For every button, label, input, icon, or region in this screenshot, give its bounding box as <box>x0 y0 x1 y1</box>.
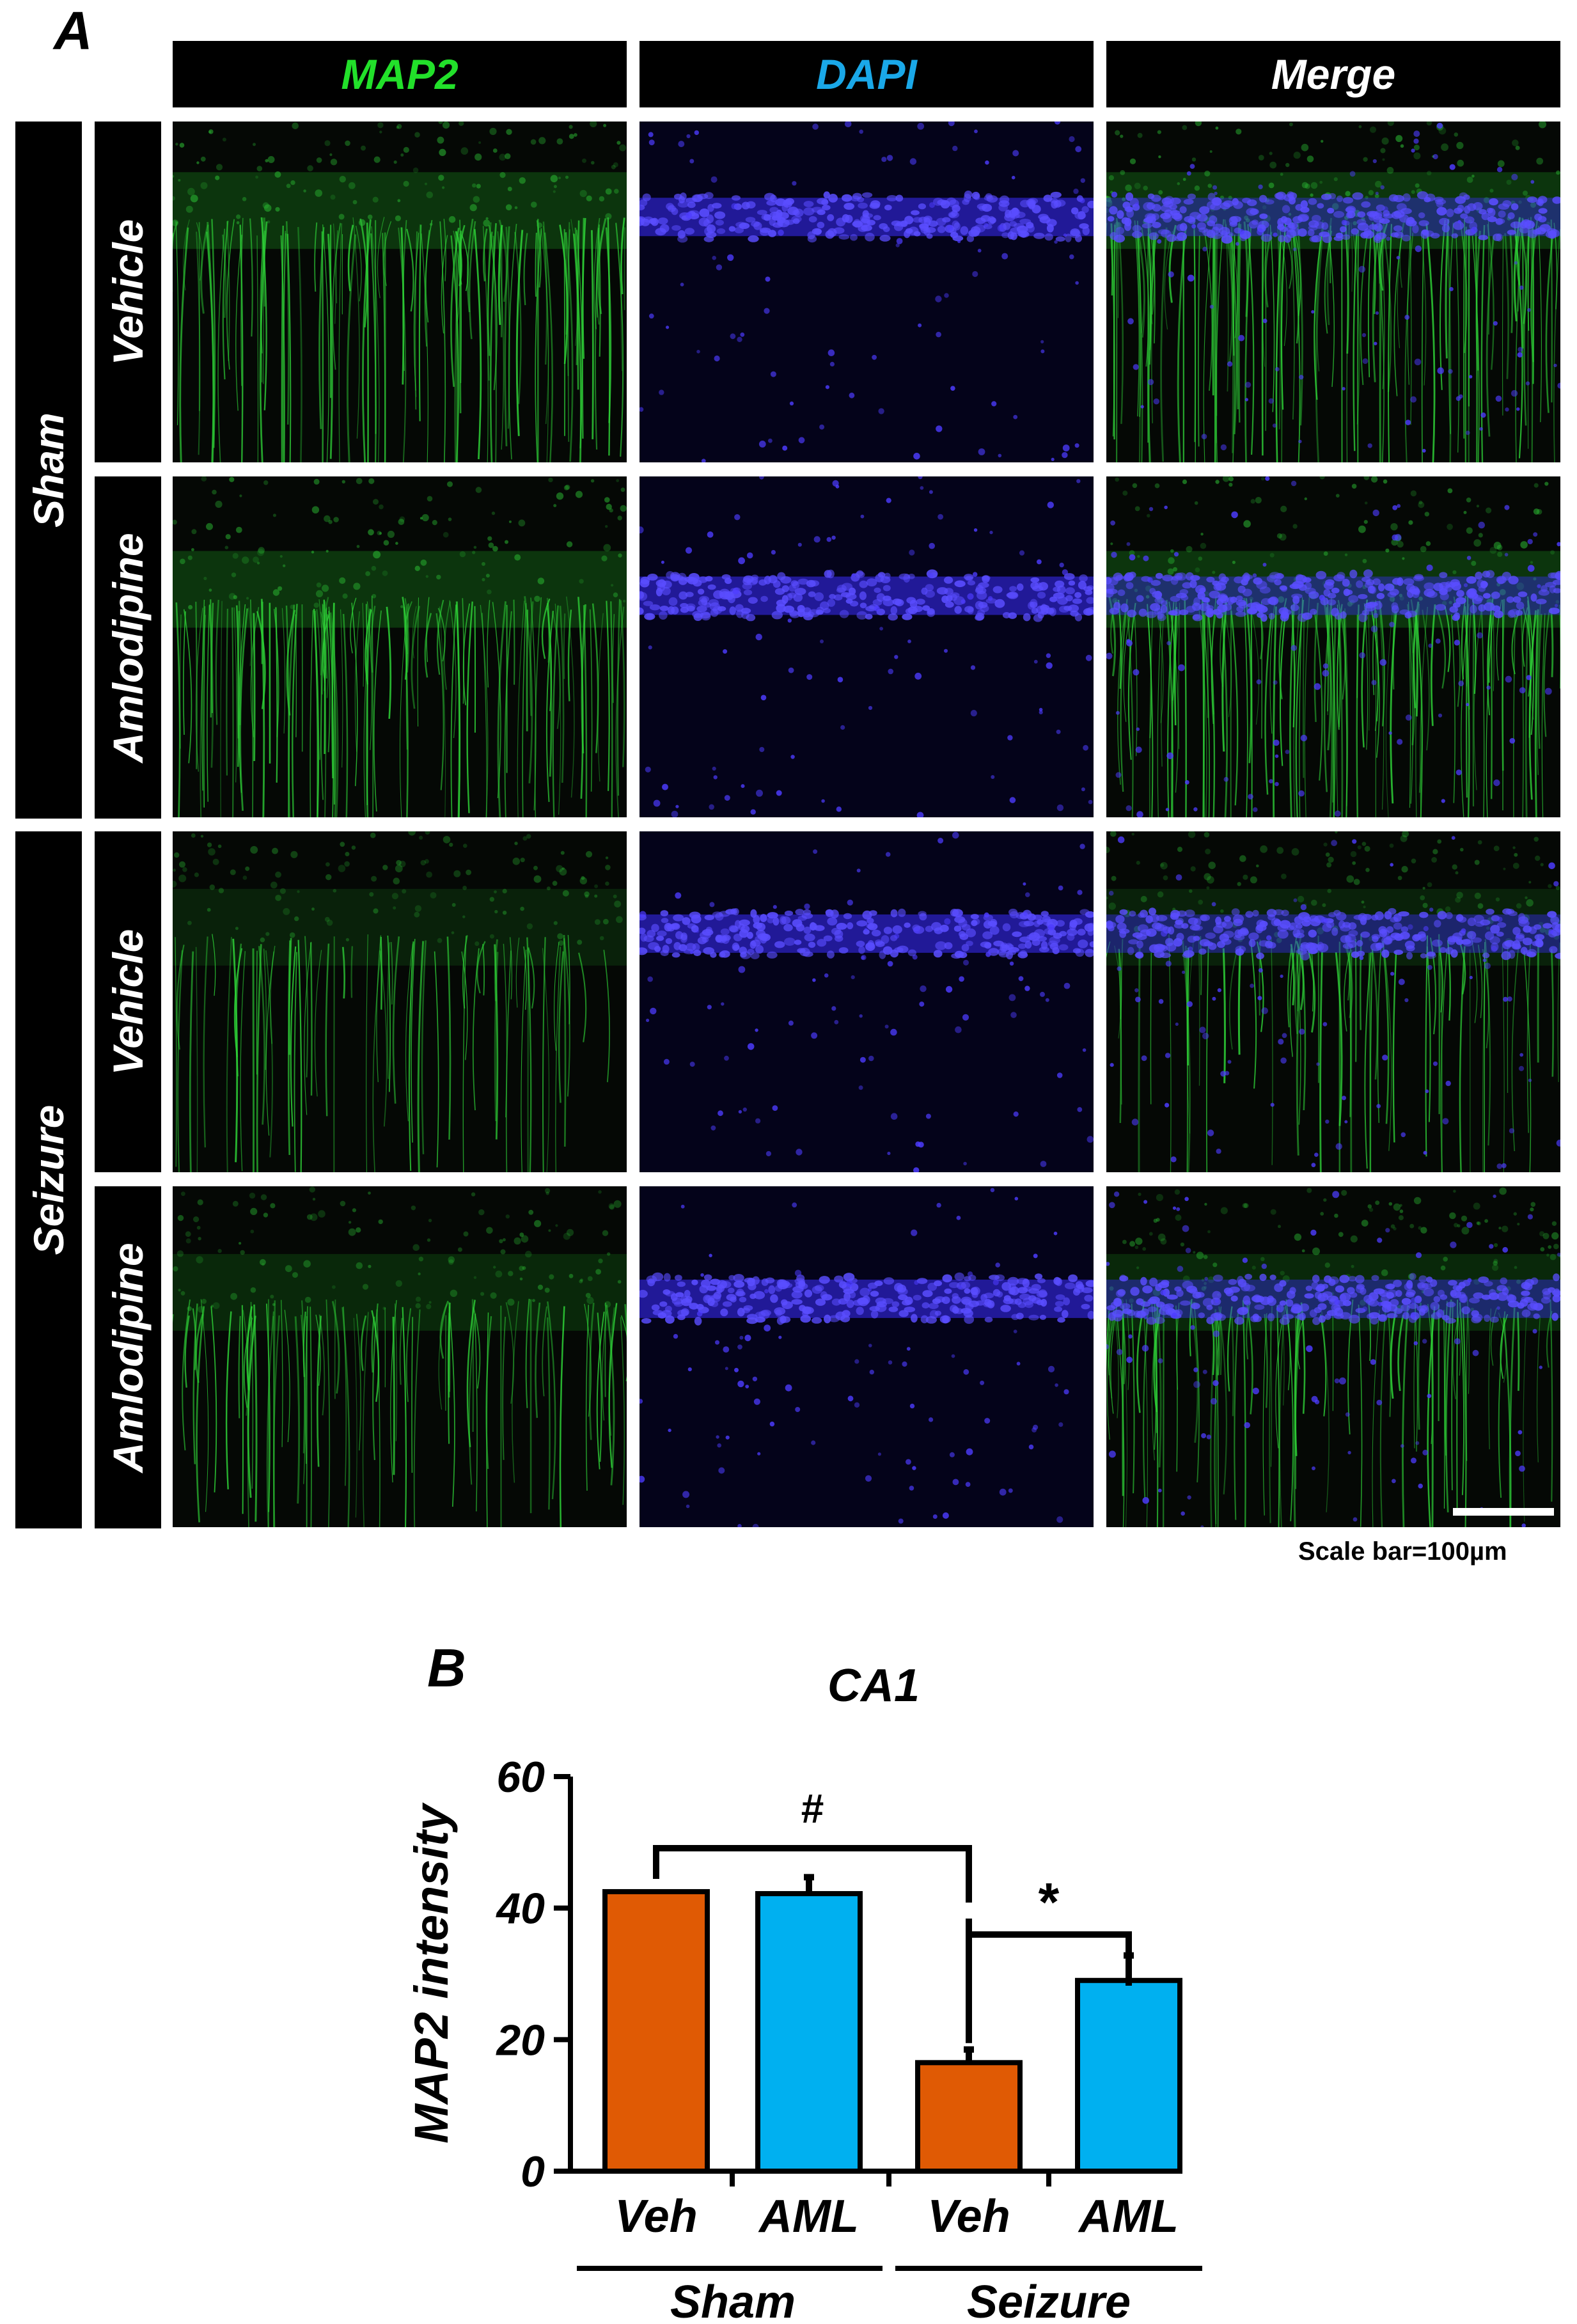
column-header-merge: Merge <box>1106 41 1560 107</box>
y-tick-label-0: 0 <box>521 2147 545 2196</box>
row-label-sham-vehicle: Vehicle <box>95 122 161 462</box>
micrograph-merge-row1 <box>1106 122 1560 462</box>
group-label-seizure: Seizure <box>15 831 82 1528</box>
row-label-sham-amlodipine: Amlodipine <box>95 476 161 819</box>
micrograph-dapi-row3 <box>639 831 1094 1172</box>
x-tick-label-0: Veh <box>615 2191 697 2242</box>
significance-hash: # <box>801 1786 824 1832</box>
y-tick-label-2: 40 <box>495 1885 545 1933</box>
column-header-dapi-label: DAPI <box>816 51 917 98</box>
micrograph-dapi-row4 <box>639 1186 1094 1527</box>
bar-chart: CA1 MAP2 intensity 0 20 40 60 Veh AML Veh AML Sham… <box>405 1660 1202 2324</box>
row-label-seizure-vehicle: Vehicle <box>95 831 161 1172</box>
row-label-seizure-vehicle-text: Vehicle <box>104 929 152 1075</box>
column-header-map2-label: MAP2 <box>341 51 459 98</box>
micrograph-merge-row4 <box>1106 1186 1560 1527</box>
bar-2 <box>915 2060 1023 2174</box>
micrograph-merge-row2 <box>1106 476 1560 817</box>
panel-b-letter: B <box>427 1638 466 1698</box>
bracket-star <box>969 1931 1132 1970</box>
bar-1 <box>755 1891 863 2174</box>
micrograph-dapi-row2 <box>639 476 1094 817</box>
row-label-sham-amlodipine-text: Amlodipine <box>104 532 152 763</box>
significance-star: * <box>1039 1872 1060 1932</box>
y-tick-label-3: 60 <box>496 1753 545 1802</box>
row-label-sham-vehicle-text: Vehicle <box>104 219 152 365</box>
x-tick-label-1: AML <box>758 2191 859 2242</box>
micrograph-dapi-row1 <box>639 122 1094 462</box>
bar-0 <box>602 1888 710 2174</box>
group-label-seizure-text: Seizure <box>25 1104 72 1255</box>
micrograph-map2-row4 <box>173 1186 627 1527</box>
x-tick-label-3: AML <box>1078 2191 1179 2242</box>
group-label-sham-chart: Sham <box>670 2277 796 2324</box>
scale-bar <box>1453 1508 1554 1516</box>
micrograph-map2-row2 <box>173 476 627 817</box>
micrograph-map2-row3 <box>173 831 627 1172</box>
micrograph-merge-row3 <box>1106 831 1560 1172</box>
column-header-dapi: DAPI <box>639 41 1094 107</box>
y-tick-label-1: 20 <box>495 2016 545 2064</box>
y-axis-label: MAP2 intensity <box>405 1802 458 2143</box>
row-label-seizure-amlodipine-text: Amlodipine <box>104 1242 152 1473</box>
bracket-hash <box>653 1845 972 1903</box>
group-label-seizure-chart: Seizure <box>967 2277 1131 2324</box>
column-header-merge-label: Merge <box>1271 51 1396 98</box>
x-tick-label-2: Veh <box>927 2191 1010 2242</box>
column-header-map2: MAP2 <box>173 41 627 107</box>
panel-a-letter: A <box>54 1 93 61</box>
group-label-sham-text: Sham <box>25 412 72 528</box>
bar-3 <box>1075 1977 1182 2174</box>
scale-bar-label: Scale bar=100µm <box>1298 1537 1507 1566</box>
chart-title: CA1 <box>828 1660 920 1711</box>
group-label-sham: Sham <box>15 122 82 819</box>
micrograph-map2-row1 <box>173 122 627 462</box>
row-label-seizure-amlodipine: Amlodipine <box>95 1186 161 1528</box>
